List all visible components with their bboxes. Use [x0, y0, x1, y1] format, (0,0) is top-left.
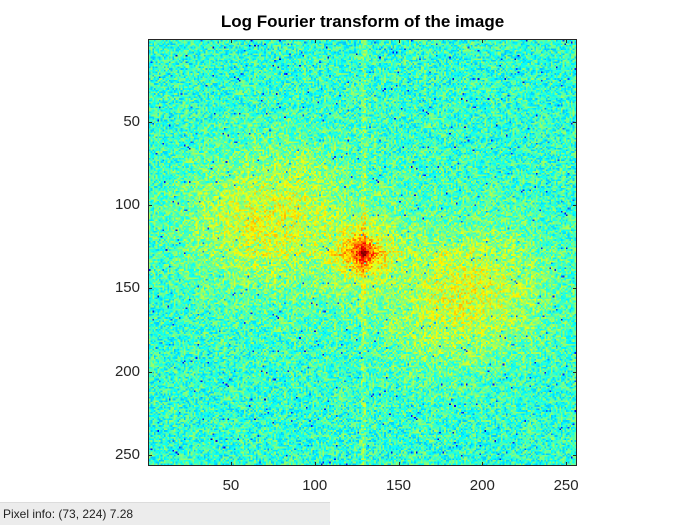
- x-tick-mark: [566, 39, 567, 43]
- y-tick-mark: [148, 372, 152, 373]
- pixel-info-value: 7.28: [109, 507, 134, 521]
- pixel-info-coords: (73, 224): [58, 507, 107, 521]
- x-tick-mark: [399, 39, 400, 43]
- y-tick-label: 50: [123, 112, 140, 130]
- y-tick-mark: [573, 455, 577, 456]
- y-tick-mark: [148, 205, 152, 206]
- y-tick-mark: [573, 288, 577, 289]
- x-tick-label: 50: [222, 477, 240, 494]
- x-tick-mark: [231, 462, 232, 466]
- y-tick-label: 250: [114, 446, 140, 464]
- x-tick-mark: [482, 462, 483, 466]
- x-tick-label: 200: [469, 477, 495, 494]
- y-tick-mark: [573, 205, 577, 206]
- y-tick-mark: [573, 122, 577, 123]
- heatmap-image[interactable]: [148, 39, 577, 466]
- y-tick-label: 200: [114, 362, 140, 380]
- heatmap-canvas[interactable]: [149, 40, 576, 465]
- x-tick-label: 150: [386, 477, 412, 494]
- x-tick-mark: [566, 462, 567, 466]
- y-tick-label: 150: [114, 279, 140, 297]
- x-tick-mark: [231, 39, 232, 43]
- x-tick-mark: [482, 39, 483, 43]
- x-tick-mark: [315, 39, 316, 43]
- y-tick-label: 100: [114, 195, 140, 213]
- y-tick-mark: [148, 455, 152, 456]
- y-tick-mark: [148, 288, 152, 289]
- x-tick-label: 250: [553, 477, 579, 494]
- pixel-info-label: Pixel info:: [3, 507, 56, 521]
- chart-title: Log Fourier transform of the image: [220, 12, 505, 31]
- x-tick-label: 100: [302, 477, 328, 494]
- y-tick-mark: [148, 122, 152, 123]
- x-tick-mark: [399, 462, 400, 466]
- pixel-info-status-bar: Pixel info: (73, 224) 7.28: [0, 502, 330, 525]
- y-tick-mark: [573, 372, 577, 373]
- x-tick-mark: [315, 462, 316, 466]
